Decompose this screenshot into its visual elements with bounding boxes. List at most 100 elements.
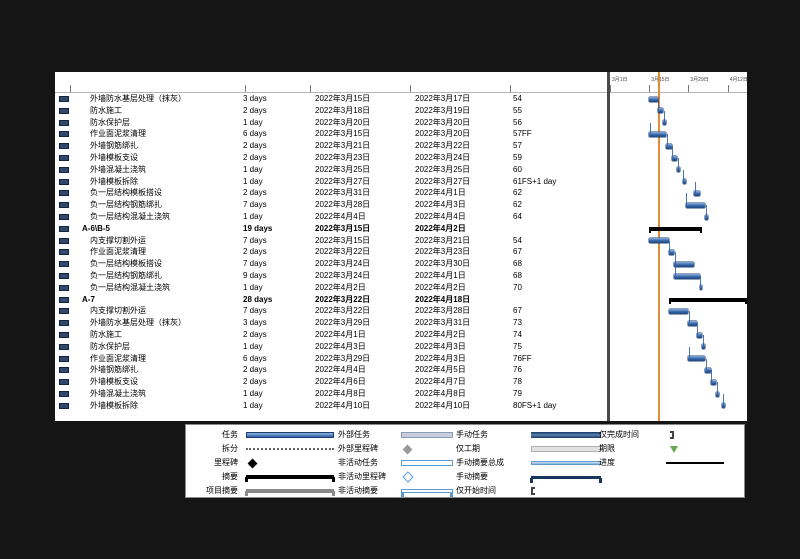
task-row[interactable]: 负一层结构混凝土浇筑 1 day 2022年4月4日 2022年4月4日 64 bbox=[55, 211, 607, 223]
task-name-cell[interactable]: 防水施工 bbox=[90, 330, 122, 339]
start-date-cell[interactable]: 2022年4月3日 bbox=[315, 341, 366, 351]
task-row[interactable]: 防水施工 2 days 2022年4月1日 2022年4月2日 74 bbox=[55, 329, 607, 341]
duration-cell[interactable]: 9 days bbox=[243, 271, 267, 280]
predecessors-cell[interactable]: 67 bbox=[513, 247, 522, 257]
task-name-cell[interactable]: 外墙模板支设 bbox=[90, 153, 138, 162]
task-row[interactable]: 内支撑切割外运 7 days 2022年3月22日 2022年3月28日 67 bbox=[55, 305, 607, 317]
finish-date-cell[interactable]: 2022年4月3日 bbox=[415, 200, 466, 210]
duration-cell[interactable]: 3 days bbox=[243, 318, 267, 328]
finish-date-cell[interactable]: 2022年3月17日 bbox=[415, 94, 471, 103]
predecessors-cell[interactable]: 68 bbox=[513, 271, 522, 280]
task-bar[interactable] bbox=[699, 285, 703, 291]
task-row[interactable]: 作业面泥浆清理 6 days 2022年3月15日 2022年3月20日 57FF bbox=[55, 128, 607, 140]
task-name-cell[interactable]: 外墙钢筋绑扎 bbox=[90, 365, 138, 375]
task-name-cell[interactable]: A-7 bbox=[82, 294, 95, 304]
finish-date-cell[interactable]: 2022年4月3日 bbox=[415, 341, 466, 351]
finish-date-cell[interactable]: 2022年3月31日 bbox=[415, 318, 471, 328]
start-date-cell[interactable]: 2022年3月24日 bbox=[315, 271, 371, 280]
finish-date-cell[interactable]: 2022年3月20日 bbox=[415, 117, 471, 127]
start-date-cell[interactable]: 2022年4月4日 bbox=[315, 212, 366, 221]
task-row[interactable]: 内支撑切割外运 7 days 2022年3月15日 2022年3月21日 54 bbox=[55, 235, 607, 247]
task-bar[interactable] bbox=[671, 155, 678, 161]
task-bar[interactable] bbox=[668, 308, 689, 314]
summary-bar[interactable] bbox=[649, 226, 703, 233]
start-date-cell[interactable]: 2022年3月29日 bbox=[315, 353, 371, 363]
predecessors-cell[interactable]: 54 bbox=[513, 235, 522, 245]
start-date-cell[interactable]: 2022年3月27日 bbox=[315, 176, 371, 186]
task-bar[interactable] bbox=[722, 403, 725, 409]
task-name-cell[interactable]: 负一层结构钢筋绑扎 bbox=[90, 200, 162, 210]
task-row[interactable]: 防水保护层 1 day 2022年3月20日 2022年3月20日 56 bbox=[55, 117, 607, 129]
task-row[interactable]: 外墙防水基层处理（抹灰） 3 days 2022年3月29日 2022年3月31日 73 bbox=[55, 317, 607, 329]
task-name-cell[interactable]: 外墙混凝土浇筑 bbox=[90, 389, 146, 398]
task-row[interactable]: 负一层结构模板搭设 2 days 2022年3月31日 2022年4月1日 62 bbox=[55, 187, 607, 199]
predecessors-cell[interactable]: 79 bbox=[513, 389, 522, 398]
start-date-cell[interactable]: 2022年3月22日 bbox=[315, 306, 371, 316]
task-row[interactable]: 外墙混凝土浇筑 1 day 2022年4月8日 2022年4月8日 79 bbox=[55, 388, 607, 400]
predecessors-cell[interactable]: 75 bbox=[513, 341, 522, 351]
finish-date-cell[interactable]: 2022年3月20日 bbox=[415, 129, 471, 139]
task-name-cell[interactable]: 外墙模板拆除 bbox=[90, 176, 138, 186]
duration-cell[interactable]: 7 days bbox=[243, 200, 267, 210]
task-row[interactable]: 外墙钢筋绑扎 2 days 2022年3月21日 2022年3月22日 57 bbox=[55, 140, 607, 152]
finish-date-cell[interactable]: 2022年3月30日 bbox=[415, 259, 471, 269]
start-date-cell[interactable]: 2022年3月15日 bbox=[315, 129, 371, 139]
start-date-cell[interactable]: 2022年3月29日 bbox=[315, 318, 371, 328]
task-row[interactable]: 负一层结构混凝土浇筑 1 day 2022年4月2日 2022年4月2日 70 bbox=[55, 282, 607, 294]
task-bar[interactable] bbox=[685, 202, 706, 208]
start-date-cell[interactable]: 2022年3月21日 bbox=[315, 141, 371, 151]
task-name-cell[interactable]: A-6\B-5 bbox=[82, 223, 111, 233]
start-date-cell[interactable]: 2022年4月8日 bbox=[315, 389, 366, 398]
task-bar[interactable] bbox=[674, 273, 700, 279]
start-date-cell[interactable]: 2022年3月28日 bbox=[315, 200, 371, 210]
task-bar[interactable] bbox=[705, 367, 711, 373]
task-row[interactable]: 外墙模板拆除 1 day 2022年3月27日 2022年3月27日 61FS+1 da… bbox=[55, 176, 607, 188]
duration-cell[interactable]: 1 day bbox=[243, 282, 263, 292]
task-name-cell[interactable]: 外墙混凝土浇筑 bbox=[90, 164, 146, 174]
finish-date-cell[interactable]: 2022年4月2日 bbox=[415, 330, 466, 339]
duration-cell[interactable]: 1 day bbox=[243, 389, 263, 398]
duration-cell[interactable]: 2 days bbox=[243, 330, 267, 339]
predecessors-cell[interactable]: 76FF bbox=[513, 353, 532, 363]
duration-cell[interactable]: 7 days bbox=[243, 306, 267, 316]
task-name-cell[interactable]: 负一层结构模板搭设 bbox=[90, 259, 162, 269]
task-row[interactable]: 防水保护层 1 day 2022年4月3日 2022年4月3日 75 bbox=[55, 341, 607, 353]
task-name-cell[interactable]: 负一层结构模板搭设 bbox=[90, 188, 162, 198]
finish-date-cell[interactable]: 2022年4月7日 bbox=[415, 377, 466, 387]
duration-cell[interactable]: 2 days bbox=[243, 188, 267, 198]
task-name-cell[interactable]: 外墙防水基层处理（抹灰） bbox=[90, 318, 186, 328]
task-row[interactable]: 外墙防水基层处理（抹灰） 3 days 2022年3月15日 2022年3月17日 54 bbox=[55, 93, 607, 105]
predecessors-cell[interactable]: 54 bbox=[513, 94, 522, 103]
duration-cell[interactable]: 7 days bbox=[243, 235, 267, 245]
task-row[interactable]: 外墙模板拆除 1 day 2022年4月10日 2022年4月10日 80FS+1 da… bbox=[55, 400, 607, 412]
predecessors-cell[interactable]: 60 bbox=[513, 164, 522, 174]
finish-date-cell[interactable]: 2022年4月5日 bbox=[415, 365, 466, 375]
start-date-cell[interactable]: 2022年3月31日 bbox=[315, 188, 371, 198]
predecessors-cell[interactable]: 61FS+1 day bbox=[513, 176, 557, 186]
finish-date-cell[interactable]: 2022年4月1日 bbox=[415, 271, 466, 280]
start-date-cell[interactable]: 2022年3月23日 bbox=[315, 153, 371, 162]
task-bar[interactable] bbox=[682, 179, 686, 185]
predecessors-cell[interactable]: 78 bbox=[513, 377, 522, 387]
predecessors-cell[interactable]: 80FS+1 day bbox=[513, 400, 557, 410]
task-name-cell[interactable]: 外墙模板支设 bbox=[90, 377, 138, 387]
duration-cell[interactable]: 1 day bbox=[243, 176, 263, 186]
predecessors-cell[interactable]: 74 bbox=[513, 330, 522, 339]
duration-cell[interactable]: 7 days bbox=[243, 259, 267, 269]
task-row[interactable]: 防水施工 2 days 2022年3月18日 2022年3月19日 55 bbox=[55, 105, 607, 117]
task-bar[interactable] bbox=[649, 238, 669, 244]
start-date-cell[interactable]: 2022年3月22日 bbox=[315, 247, 371, 257]
predecessors-cell[interactable]: 73 bbox=[513, 318, 522, 328]
finish-date-cell[interactable]: 2022年3月22日 bbox=[415, 141, 471, 151]
task-bar[interactable] bbox=[666, 143, 672, 149]
task-name-cell[interactable]: 负一层结构钢筋绑扎 bbox=[90, 271, 162, 280]
start-date-cell[interactable]: 2022年3月15日 bbox=[315, 235, 371, 245]
task-name-cell[interactable]: 作业面泥浆清理 bbox=[90, 353, 146, 363]
finish-date-cell[interactable]: 2022年4月10日 bbox=[415, 400, 471, 410]
task-bar[interactable] bbox=[688, 356, 706, 362]
task-bar[interactable] bbox=[716, 391, 720, 397]
start-date-cell[interactable]: 2022年4月1日 bbox=[315, 330, 366, 339]
predecessors-cell[interactable]: 62 bbox=[513, 200, 522, 210]
task-bar[interactable] bbox=[705, 214, 708, 220]
task-row[interactable]: 负一层结构模板搭设 7 days 2022年3月24日 2022年3月30日 68 bbox=[55, 258, 607, 270]
